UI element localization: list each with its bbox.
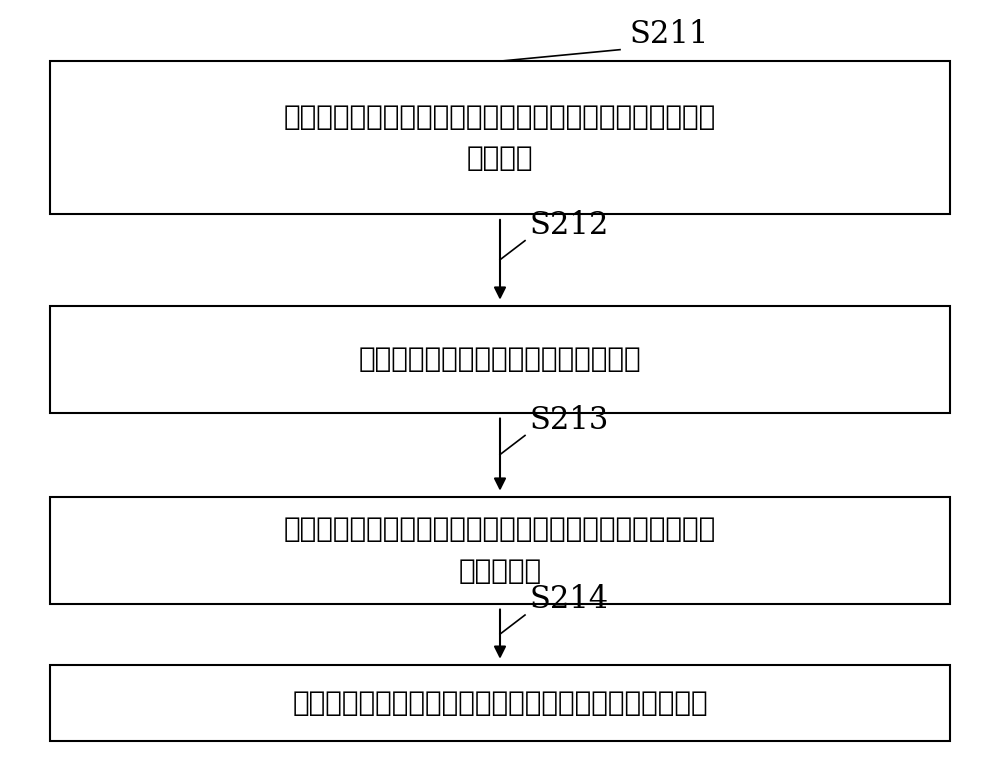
Text: 将头颅测量标尺的图片信息根据预置分割算法分割成若干子
图块信息: 将头颅测量标尺的图片信息根据预置分割算法分割成若干子 图块信息	[284, 103, 716, 172]
Text: S214: S214	[530, 584, 609, 615]
Text: S211: S211	[630, 19, 709, 50]
Text: S213: S213	[530, 405, 609, 435]
FancyBboxPatch shape	[50, 497, 950, 604]
Text: 将每一子图块信息进行傅里叶变换处理: 将每一子图块信息进行傅里叶变换处理	[359, 345, 641, 373]
Text: S212: S212	[530, 210, 609, 241]
FancyBboxPatch shape	[50, 306, 950, 413]
FancyBboxPatch shape	[50, 61, 950, 214]
Text: 提取出头颅测量标尺在所述头颅侧位片中的相对位置信息: 提取出头颅测量标尺在所述头颅侧位片中的相对位置信息	[292, 689, 708, 717]
Text: 将傅里叶变换处理后的子图块信息中同频率的子图块信息进
行标记整理: 将傅里叶变换处理后的子图块信息中同频率的子图块信息进 行标记整理	[284, 516, 716, 584]
FancyBboxPatch shape	[50, 665, 950, 741]
